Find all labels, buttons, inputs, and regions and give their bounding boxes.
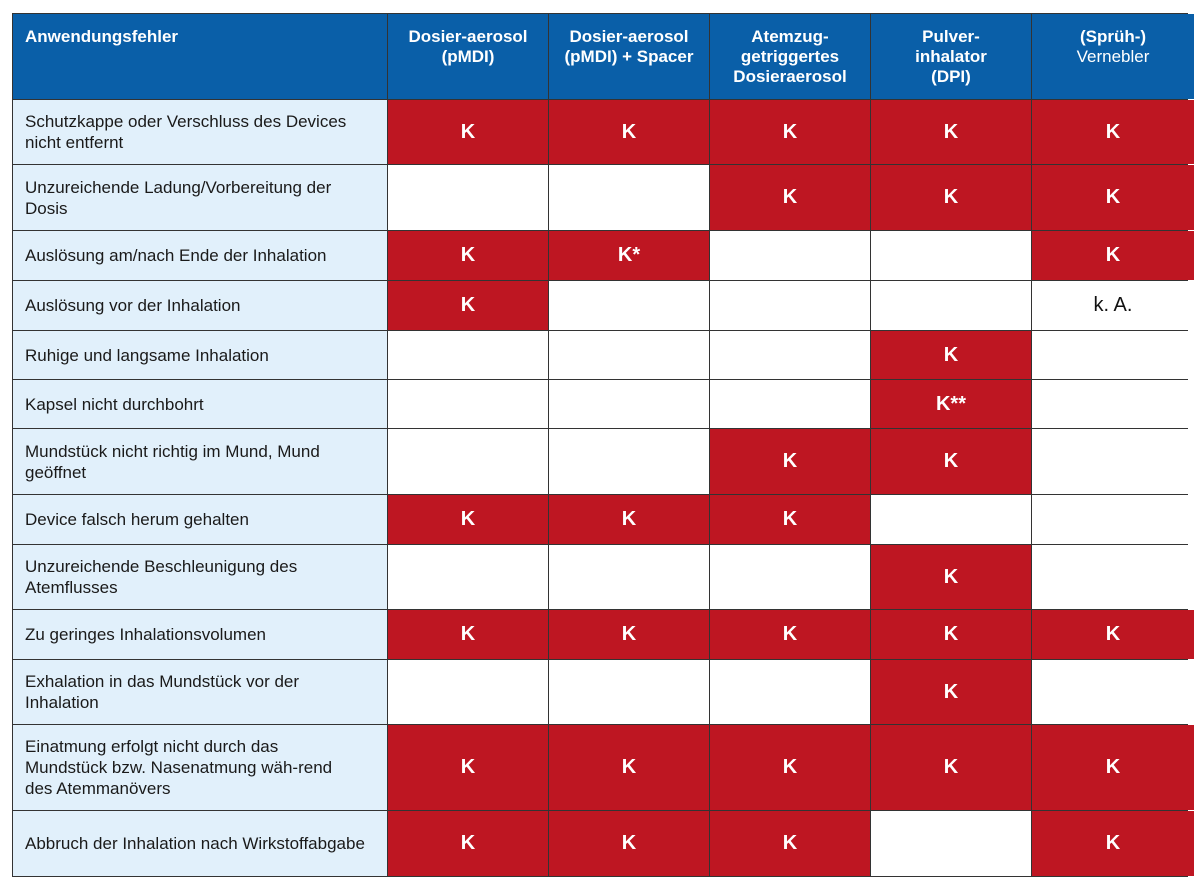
cell <box>388 380 548 428</box>
marked-cell: K <box>549 610 709 659</box>
column-header: Dosier-aerosol (pMDI) <box>388 14 548 99</box>
column-header-title: (Sprüh-) <box>1079 27 1147 46</box>
cell <box>871 495 1031 544</box>
column-header: Atemzug-getriggertes Dosieraerosol <box>710 14 870 99</box>
marked-cell: K <box>388 100 548 164</box>
marked-cell: K <box>871 331 1031 379</box>
row-label: Einatmung erfolgt nicht durch das Mundst… <box>13 725 387 810</box>
marked-cell: K <box>710 165 870 230</box>
cell <box>549 165 709 230</box>
cell <box>710 231 870 280</box>
marked-cell: K <box>1032 610 1194 659</box>
row-label: Unzureichende Ladung/Vorbereitung der Do… <box>13 165 387 230</box>
cell <box>549 545 709 609</box>
column-header: (Sprüh-) Vernebler <box>1032 14 1194 99</box>
marked-cell: K <box>710 100 870 164</box>
marked-cell: K <box>1032 725 1194 810</box>
marked-cell: K <box>388 610 548 659</box>
marked-cell: K <box>549 725 709 810</box>
column-header-title: Atemzug-getriggertes Dosieraerosol <box>733 27 847 86</box>
row-label: Exhalation in das Mundstück vor der Inha… <box>13 660 387 724</box>
marked-cell: K <box>871 429 1031 494</box>
cell <box>1032 380 1194 428</box>
marked-cell: K <box>1032 100 1194 164</box>
marked-cell: K <box>871 610 1031 659</box>
marked-cell: K <box>710 429 870 494</box>
column-header-title: Pulver-inhalator (DPI) <box>915 27 987 86</box>
marked-cell: K <box>388 495 548 544</box>
marked-cell: K <box>871 165 1031 230</box>
row-label: Device falsch herum gehalten <box>13 495 387 544</box>
marked-cell: K <box>549 100 709 164</box>
cell <box>549 429 709 494</box>
marked-cell: K <box>549 495 709 544</box>
cell <box>549 331 709 379</box>
cell <box>388 331 548 379</box>
inhalation-errors-table: Anwendungsfehler Dosier-aerosol (pMDI) Do… <box>12 13 1194 877</box>
cell <box>388 429 548 494</box>
marked-cell: K <box>549 811 709 876</box>
marked-cell: K <box>871 660 1031 724</box>
row-label: Schutzkappe oder Verschluss des Devices … <box>13 100 387 164</box>
cell <box>710 331 870 379</box>
cell <box>388 545 548 609</box>
cell <box>549 660 709 724</box>
column-header: Pulver-inhalator (DPI) <box>871 14 1031 99</box>
cell <box>871 811 1031 876</box>
cell <box>871 231 1031 280</box>
cell <box>1032 429 1194 494</box>
column-header-subtitle: Vernebler <box>1076 47 1150 66</box>
marked-cell: K <box>710 610 870 659</box>
column-header: Dosier-aerosol (pMDI) + Spacer <box>549 14 709 99</box>
cell <box>388 165 548 230</box>
row-label: Auslösung vor der Inhalation <box>13 281 387 330</box>
marked-cell: K <box>871 545 1031 609</box>
marked-cell: K <box>388 811 548 876</box>
marked-cell: K <box>1032 811 1194 876</box>
marked-cell: K* <box>549 231 709 280</box>
marked-cell: K <box>1032 231 1194 280</box>
marked-cell: K <box>1032 165 1194 230</box>
marked-cell: K <box>388 725 548 810</box>
cell: k. A. <box>1032 281 1194 330</box>
row-label: Mundstück nicht richtig im Mund, Mund ge… <box>13 429 387 494</box>
row-label: Abbruch der Inhalation nach Wirkstoffabg… <box>13 811 387 876</box>
cell <box>549 281 709 330</box>
cell <box>388 660 548 724</box>
marked-cell: K <box>710 725 870 810</box>
cell <box>1032 545 1194 609</box>
cell <box>710 545 870 609</box>
row-label: Zu geringes Inhalationsvolumen <box>13 610 387 659</box>
cell <box>710 380 870 428</box>
row-label: Kapsel nicht durchbohrt <box>13 380 387 428</box>
row-label: Ruhige und langsame Inhalation <box>13 331 387 379</box>
marked-cell: K <box>871 725 1031 810</box>
column-header-title: Dosier-aerosol (pMDI) + Spacer <box>564 27 694 66</box>
row-label: Unzureichende Beschleunigung des Atemflu… <box>13 545 387 609</box>
column-header-title: Dosier-aerosol (pMDI) <box>408 27 528 66</box>
cell <box>871 281 1031 330</box>
header-anwendungsfehler: Anwendungsfehler <box>13 14 387 99</box>
marked-cell: K** <box>871 380 1031 428</box>
marked-cell: K <box>871 100 1031 164</box>
marked-cell: K <box>388 231 548 280</box>
marked-cell: K <box>388 281 548 330</box>
marked-cell: K <box>710 495 870 544</box>
cell <box>1032 495 1194 544</box>
cell <box>710 660 870 724</box>
cell <box>1032 331 1194 379</box>
cell <box>710 281 870 330</box>
cell <box>549 380 709 428</box>
cell <box>1032 660 1194 724</box>
row-label: Auslösung am/nach Ende der Inhalation <box>13 231 387 280</box>
marked-cell: K <box>710 811 870 876</box>
